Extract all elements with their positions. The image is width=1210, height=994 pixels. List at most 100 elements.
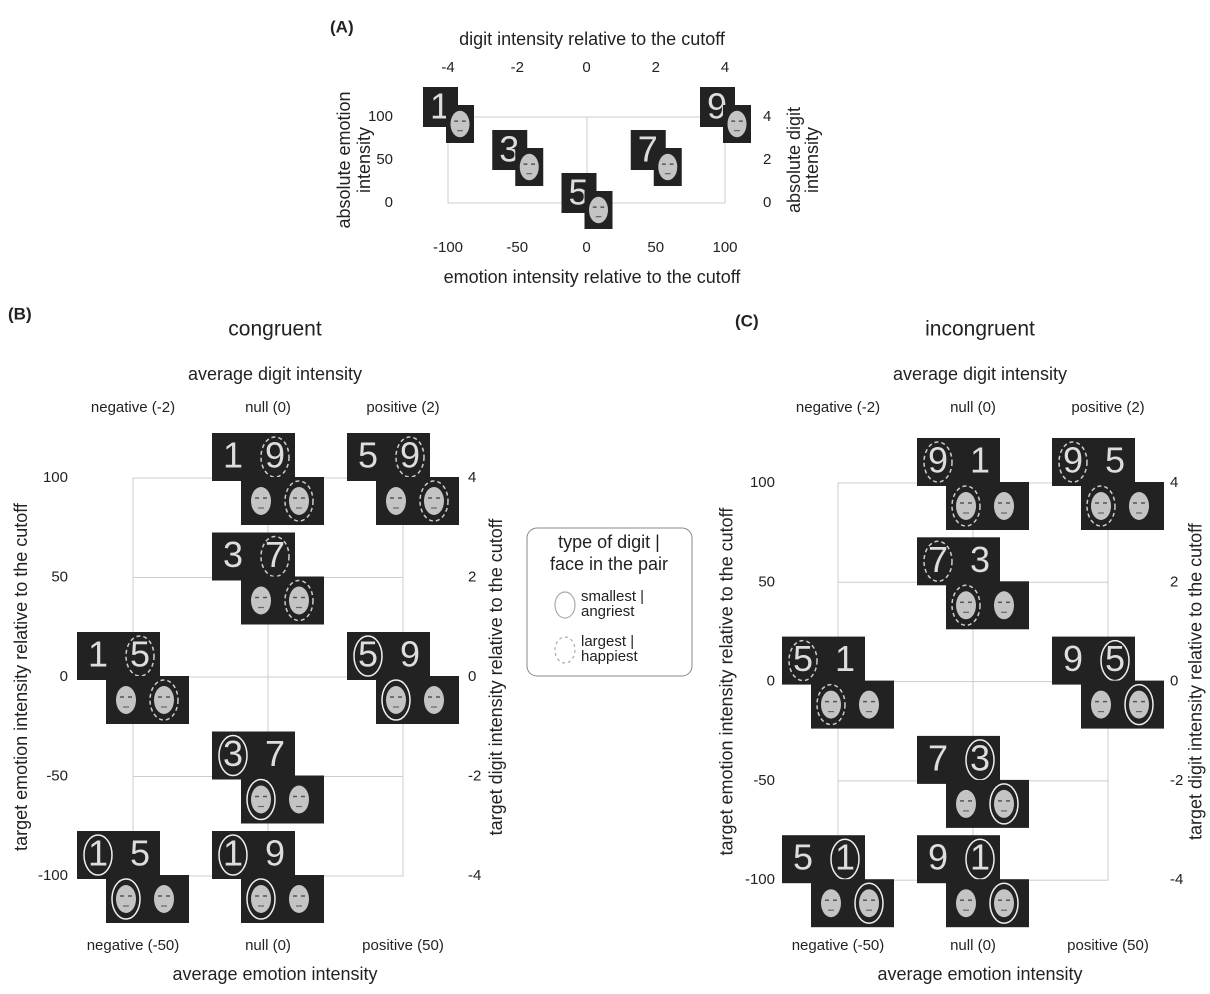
tick-label: 2 <box>763 151 771 168</box>
digit: 3 <box>223 733 243 774</box>
face <box>956 591 976 619</box>
face <box>289 487 309 515</box>
tick-label: 0 <box>385 194 393 211</box>
digit: 5 <box>793 837 813 878</box>
tick-label: 100 <box>368 108 393 125</box>
digit: 3 <box>970 737 990 778</box>
tick-label: 0 <box>468 668 476 685</box>
category-label: null (0) <box>245 937 291 954</box>
face <box>821 889 841 917</box>
face <box>859 691 879 719</box>
panel-label: (C) <box>735 311 759 330</box>
category-label: positive (2) <box>1071 399 1144 416</box>
tick-label: 100 <box>43 469 68 486</box>
digit: 5 <box>1105 638 1125 679</box>
face <box>116 686 136 714</box>
tick-label: -2 <box>511 59 524 76</box>
panel-title: congruent <box>228 318 322 341</box>
panel-title: incongruent <box>925 318 1035 341</box>
tick-label: -50 <box>753 772 775 789</box>
tick-label: 50 <box>376 151 393 168</box>
tick-label: -100 <box>433 239 463 256</box>
legend-title: type of digit | <box>558 532 660 552</box>
digit: 9 <box>1063 638 1083 679</box>
digit: 7 <box>265 733 285 774</box>
tick-label: 2 <box>468 568 476 585</box>
face <box>994 591 1014 619</box>
legend-label: happiest <box>581 648 639 665</box>
category-label: negative (-50) <box>792 937 885 954</box>
face <box>251 786 271 814</box>
digit: 5 <box>130 833 150 874</box>
axis-title: target digit intensity relative to the c… <box>1186 522 1206 840</box>
face <box>386 487 406 515</box>
digit: 7 <box>928 737 948 778</box>
digit: 1 <box>88 634 108 675</box>
face <box>956 790 976 818</box>
tick-label: -100 <box>745 871 775 888</box>
axis-title: emotion intensity relative to the cutoff <box>444 267 742 287</box>
digit: 9 <box>400 634 420 675</box>
tick-label: -4 <box>441 59 454 76</box>
face <box>1129 492 1149 520</box>
axis-title: average emotion intensity <box>172 964 377 984</box>
face <box>289 786 309 814</box>
axis-title: intensity <box>802 127 822 193</box>
face <box>994 889 1014 917</box>
face <box>859 889 879 917</box>
face <box>424 487 444 515</box>
digit: 1 <box>970 837 990 878</box>
tick-label: 0 <box>582 59 590 76</box>
axis-title: target emotion intensity relative to the… <box>11 502 31 851</box>
digit: 1 <box>835 837 855 878</box>
tick-label: -100 <box>38 867 68 884</box>
axis-title: target emotion intensity relative to the… <box>717 507 737 856</box>
legend-label: angriest <box>581 603 635 620</box>
face <box>821 691 841 719</box>
face <box>956 492 976 520</box>
tick-label: 4 <box>1170 474 1178 491</box>
face <box>1091 492 1111 520</box>
tick-label: 0 <box>582 239 590 256</box>
face <box>251 587 271 615</box>
figure: (A)digit intensity relative to the cutof… <box>0 0 1210 989</box>
tick-label: 4 <box>763 108 771 125</box>
digit: 1 <box>223 435 243 476</box>
tick-label: -2 <box>468 767 481 784</box>
category-label: null (0) <box>950 399 996 416</box>
face <box>116 885 136 913</box>
face <box>994 790 1014 818</box>
tick-label: 0 <box>767 673 775 690</box>
axis-title: target digit intensity relative to the c… <box>486 518 506 836</box>
tick-label: 2 <box>652 59 660 76</box>
face <box>728 111 747 138</box>
digit: 5 <box>358 634 378 675</box>
digit: 1 <box>223 833 243 874</box>
axis-title: absolute emotion <box>334 91 354 228</box>
digit: 3 <box>223 534 243 575</box>
category-label: positive (2) <box>366 399 439 416</box>
tick-label: 50 <box>758 573 775 590</box>
axis-title: average emotion intensity <box>877 964 1082 984</box>
category-label: negative (-50) <box>87 937 180 954</box>
axis-title: average digit intensity <box>188 364 362 384</box>
face <box>424 686 444 714</box>
digit: 1 <box>835 638 855 679</box>
face <box>251 885 271 913</box>
face <box>520 154 539 181</box>
digit: 1 <box>970 440 990 481</box>
face <box>1129 691 1149 719</box>
face <box>589 197 608 224</box>
panel-label: (B) <box>8 304 32 323</box>
axis-title: intensity <box>354 127 374 193</box>
digit: 9 <box>265 833 285 874</box>
tick-label: 0 <box>60 668 68 685</box>
digit: 3 <box>970 539 990 580</box>
legend-title: face in the pair <box>550 554 668 574</box>
axis-title: absolute digit <box>784 107 804 213</box>
panel-label: (A) <box>330 17 354 36</box>
tick-label: -4 <box>1170 871 1183 888</box>
digit: 5 <box>358 435 378 476</box>
face <box>451 111 470 138</box>
digit: 9 <box>928 837 948 878</box>
